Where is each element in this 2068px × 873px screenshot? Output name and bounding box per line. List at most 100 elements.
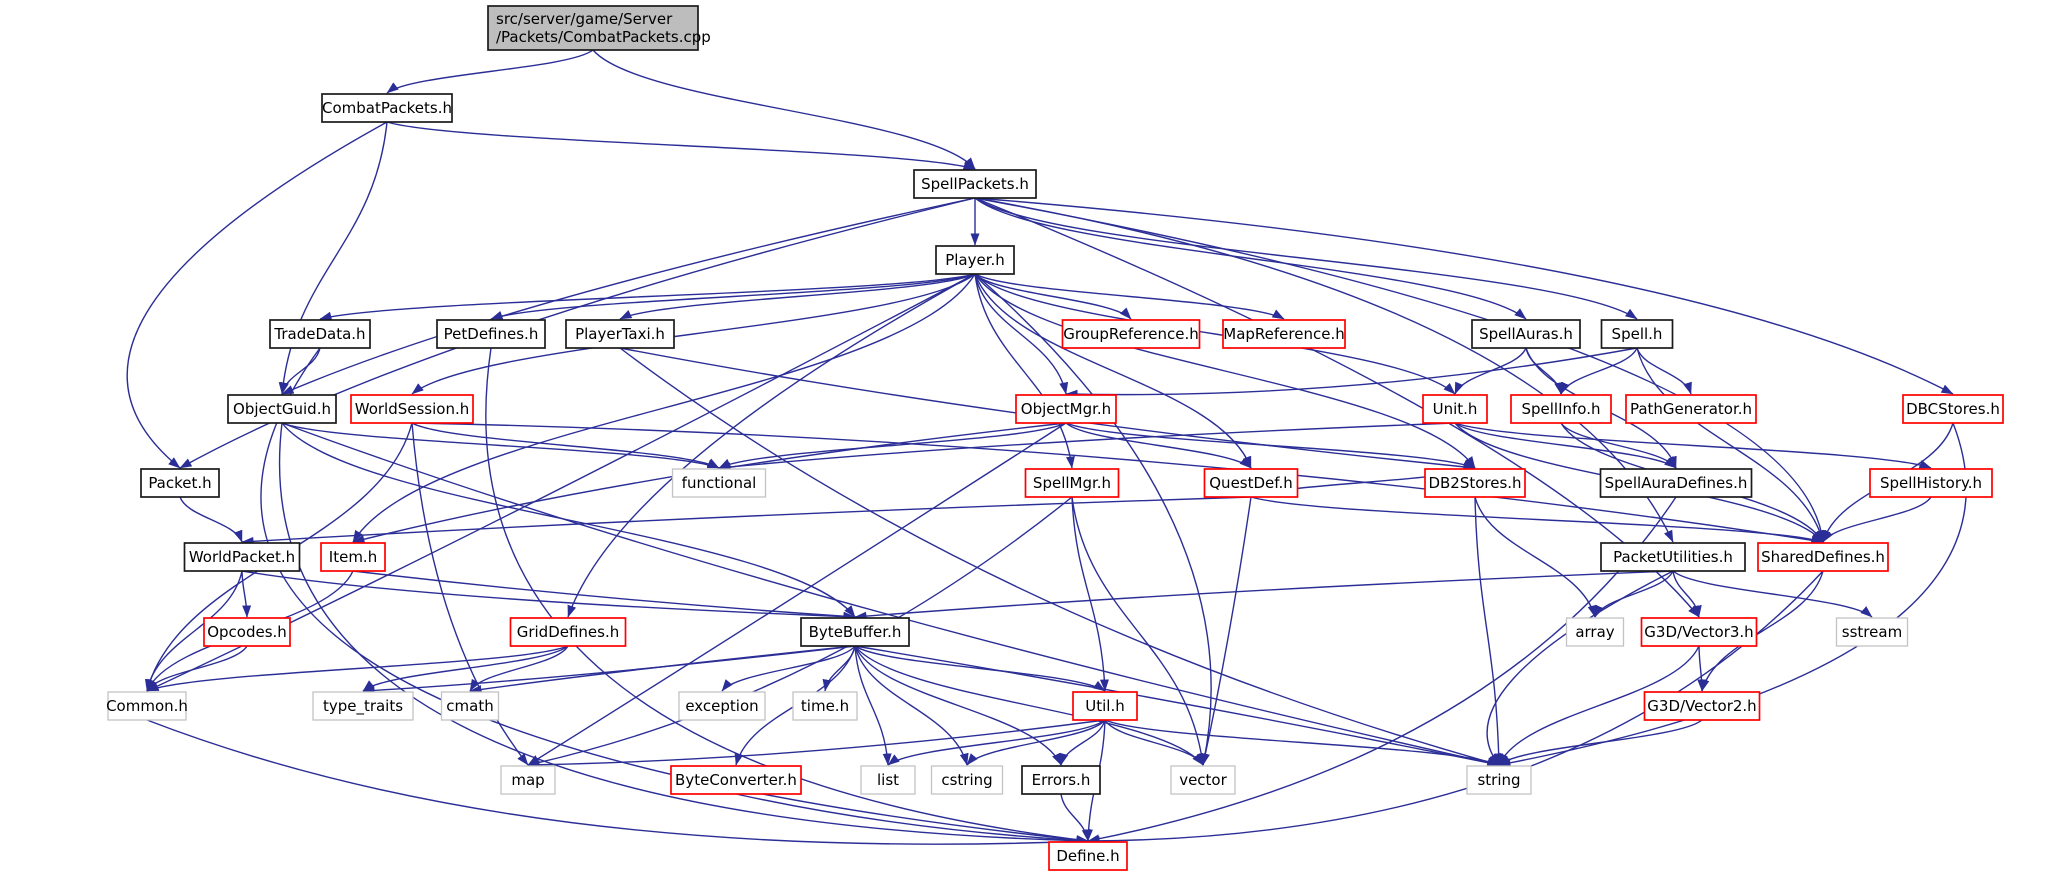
edge-player_h-groupreference_h: [974, 273, 1132, 320]
edge-util_h-errors_h: [1059, 719, 1106, 766]
edge-util_h-list: [887, 719, 1106, 766]
node-mapreference_h[interactable]: MapReference.h: [1222, 319, 1346, 349]
node-vector: vector: [1170, 765, 1236, 795]
node-dbcstores_h[interactable]: DBCStores.h: [1902, 394, 2004, 424]
node-box-spellauras_h[interactable]: [1471, 319, 1581, 349]
node-db2stores_h[interactable]: DB2Stores.h: [1424, 468, 1526, 498]
edge-worldpacket_h-opcodes_h: [241, 570, 252, 618]
node-combatpackets_h[interactable]: CombatPackets.h: [321, 93, 453, 123]
edge-packetutilities_h-string: [1486, 570, 1674, 766]
edge-spell_h-shareddefines_h: [1636, 347, 1825, 543]
node-box-g3d_vector2_h[interactable]: [1643, 691, 1761, 721]
edge-objectguid_h-functional: [281, 422, 720, 469]
node-box-shareddefines_h[interactable]: [1757, 542, 1889, 572]
node-box-define_h[interactable]: [1048, 841, 1128, 871]
node-box-spellhistory_h[interactable]: [1869, 468, 1993, 498]
node-box-dbcstores_h[interactable]: [1902, 394, 2004, 424]
edge-objectmgr_h-functional: [718, 422, 1067, 469]
node-byteconverter_h[interactable]: ByteConverter.h: [670, 765, 802, 795]
node-box-player_h[interactable]: [935, 245, 1015, 275]
edge-g3d_vector3_h-g3d_vector2_h: [1697, 645, 1707, 692]
node-define_h[interactable]: Define.h: [1048, 841, 1128, 871]
node-worldpacket_h[interactable]: WorldPacket.h: [183, 542, 301, 572]
node-box-pathgenerator_h[interactable]: [1625, 394, 1757, 424]
edge-player_h-tradedata_h: [319, 273, 976, 321]
node-pathgenerator_h[interactable]: PathGenerator.h: [1625, 394, 1757, 424]
node-box-combatpackets_h[interactable]: [321, 93, 453, 123]
edge-worldpacket_h-bytebuffer_h: [241, 570, 856, 622]
node-shareddefines_h[interactable]: SharedDefines.h: [1757, 542, 1889, 572]
edge-bytebuffer_h-errors_h: [854, 645, 1062, 766]
node-objectmgr_h[interactable]: ObjectMgr.h: [1015, 394, 1117, 424]
edge-util_h-map: [527, 719, 1106, 770]
edge-objectmgr_h-questdef_h: [1065, 422, 1252, 469]
node-spellauradefines_h[interactable]: SpellAuraDefines.h: [1599, 468, 1753, 498]
node-box-playertaxi_h[interactable]: [565, 319, 675, 349]
node-box-packet_h[interactable]: [140, 468, 220, 498]
edge-bytebuffer_h-type_traits: [362, 645, 856, 695]
edge-spellinfo_h-spellauradefines_h: [1560, 422, 1677, 469]
node-spellpackets_h[interactable]: SpellPackets.h: [913, 169, 1037, 199]
node-box-petdefines_h[interactable]: [436, 319, 546, 349]
edge-common_h-define_h: [146, 719, 1089, 846]
node-packet_h[interactable]: Packet.h: [140, 468, 220, 498]
node-box-worldpacket_h[interactable]: [183, 542, 301, 572]
node-objectguid_h[interactable]: ObjectGuid.h: [227, 394, 337, 424]
node-item_h[interactable]: Item.h: [320, 542, 386, 572]
node-petdefines_h[interactable]: PetDefines.h: [436, 319, 546, 349]
node-spellhistory_h[interactable]: SpellHistory.h: [1869, 468, 1993, 498]
node-box-spellpackets_h[interactable]: [913, 169, 1037, 199]
edge-bytebuffer_h-cmath: [469, 645, 856, 694]
node-box-spellinfo_h[interactable]: [1510, 394, 1612, 424]
node-groupreference_h[interactable]: GroupReference.h: [1061, 319, 1201, 349]
node-spellmgr_h[interactable]: SpellMgr.h: [1024, 468, 1120, 498]
node-box-item_h[interactable]: [320, 542, 386, 572]
node-griddefines_h[interactable]: GridDefines.h: [509, 617, 627, 647]
node-opcodes_h[interactable]: Opcodes.h: [203, 617, 291, 647]
node-playertaxi_h[interactable]: PlayerTaxi.h: [565, 319, 675, 349]
node-questdef_h[interactable]: QuestDef.h: [1203, 468, 1299, 498]
node-spellauras_h[interactable]: SpellAuras.h: [1471, 319, 1581, 349]
edge-griddefines_h-cmath: [469, 645, 569, 692]
node-box-questdef_h[interactable]: [1203, 468, 1299, 498]
node-box-bytebuffer_h[interactable]: [800, 617, 910, 647]
node-bytebuffer_h[interactable]: ByteBuffer.h: [800, 617, 910, 647]
node-packetutilities_h[interactable]: PacketUtilities.h: [1600, 542, 1746, 572]
node-box-byteconverter_h[interactable]: [670, 765, 802, 795]
node-box-unit_h[interactable]: [1422, 394, 1488, 424]
node-box-list: [860, 765, 916, 795]
node-util_h[interactable]: Util.h: [1072, 691, 1138, 721]
node-box-db2stores_h[interactable]: [1424, 468, 1526, 498]
node-box-packetutilities_h[interactable]: [1600, 542, 1746, 572]
node-tradedata_h[interactable]: TradeData.h: [269, 319, 371, 349]
node-box-util_h[interactable]: [1072, 691, 1138, 721]
node-box-objectmgr_h[interactable]: [1015, 394, 1117, 424]
node-box-griddefines_h[interactable]: [509, 617, 627, 647]
edge-util_h-cstring: [966, 719, 1106, 766]
node-unit_h[interactable]: Unit.h: [1422, 394, 1488, 424]
node-box-mapreference_h[interactable]: [1222, 319, 1346, 349]
node-box-tradedata_h[interactable]: [269, 319, 371, 349]
node-box-groupreference_h[interactable]: [1061, 319, 1201, 349]
node-box-opcodes_h[interactable]: [203, 617, 291, 647]
node-box-spell_h[interactable]: [1600, 319, 1674, 349]
node-box-objectguid_h[interactable]: [227, 394, 337, 424]
edge-spellpackets_h-objectguid_h: [281, 197, 976, 395]
node-box-vector: [1170, 765, 1236, 795]
edge-shareddefines_h-g3d_vector2_h: [1700, 570, 1824, 692]
node-errors_h[interactable]: Errors.h: [1021, 765, 1101, 795]
node-box-spellmgr_h[interactable]: [1024, 468, 1120, 498]
node-worldsession_h[interactable]: WorldSession.h: [350, 394, 474, 424]
node-box-worldsession_h[interactable]: [350, 394, 474, 424]
node-player_h[interactable]: Player.h: [935, 245, 1015, 275]
edge-util_h-vector: [1104, 719, 1204, 766]
node-box-g3d_vector3_h[interactable]: [1640, 617, 1758, 647]
node-g3d_vector3_h[interactable]: G3D/Vector3.h: [1640, 617, 1758, 647]
node-box-spellauradefines_h[interactable]: [1599, 468, 1753, 498]
node-g3d_vector2_h[interactable]: G3D/Vector2.h: [1643, 691, 1761, 721]
node-box-errors_h[interactable]: [1021, 765, 1101, 795]
node-spellinfo_h[interactable]: SpellInfo.h: [1510, 394, 1612, 424]
edge-db2stores_h-array: [1474, 496, 1597, 618]
node-map: map: [500, 765, 556, 795]
node-spell_h[interactable]: Spell.h: [1600, 319, 1674, 349]
